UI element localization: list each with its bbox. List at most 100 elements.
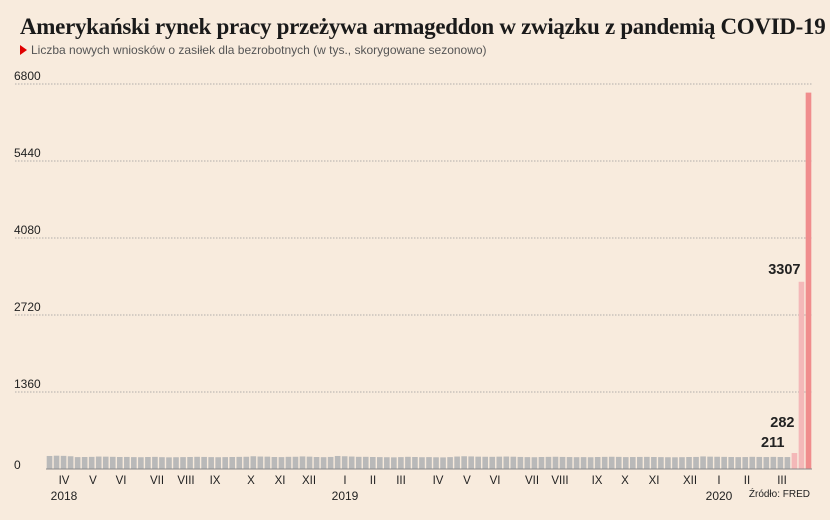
bar [798,281,805,469]
bar [369,457,376,469]
bar [46,455,53,469]
bar [573,457,580,469]
bar [742,457,749,469]
bar [187,457,193,469]
bar [594,457,601,469]
bar [770,456,777,469]
x-tick-label: I [717,475,720,487]
x-tick-label: XI [649,475,660,487]
bar [629,457,636,469]
x-tick-label: III [777,475,787,487]
bar [433,457,439,469]
bar [67,456,74,469]
bar [559,456,566,469]
y-tick-label: 0 [14,458,21,472]
bar [447,457,453,469]
bar [552,456,559,469]
bars [46,92,812,470]
bar [791,453,798,469]
x-tick-label: VI [490,475,501,487]
bar [784,457,791,469]
bar [658,457,664,469]
x-tick-label: III [396,475,406,487]
bar [686,457,692,469]
bar [88,456,95,469]
bar [180,457,186,469]
bar [412,457,418,469]
x-tick-label: VIII [177,475,194,487]
data-label: 282 [770,415,794,431]
bar [74,457,81,469]
bar [405,456,411,469]
bar [53,455,60,469]
bar [538,457,545,469]
bar [278,457,285,469]
bar [440,457,446,469]
subtitle-text: Liczba nowych wniosków o zasiłek dla bez… [31,43,487,57]
bar [208,457,214,469]
bar [355,456,362,469]
bar [264,456,271,469]
bar [236,456,243,469]
x-tick-label: IV [59,475,70,487]
bar [377,457,383,469]
x-tick-label: V [463,475,471,487]
bar [608,456,615,469]
bar [271,457,278,469]
bar [306,456,313,469]
bar [756,456,763,469]
bar [622,457,629,469]
x-tick-label: XI [275,475,286,487]
triangle-marker-icon [20,45,27,55]
bar [693,456,699,469]
bar [665,457,671,469]
source-note: Źródło: FRED [748,489,810,500]
bar [651,457,657,469]
bar [580,457,587,469]
x-tick-label: I [343,475,346,487]
bar [672,457,678,469]
bar [194,456,200,469]
bar [166,457,172,469]
y-tick-label: 6800 [14,69,41,83]
bar [292,456,299,469]
bar [391,457,397,469]
year-label: 2018 [51,489,78,503]
bar [531,457,538,469]
bar [81,457,88,469]
y-tick-label: 1360 [14,377,41,391]
y-tick-label: 4080 [14,223,41,237]
bar [362,456,369,469]
x-tick-label: VIII [551,475,568,487]
bar [714,456,720,469]
bar [334,455,341,469]
chart-title: Amerykański rynek pracy przeżywa armaged… [20,14,826,39]
bar [749,456,756,469]
bar [109,456,116,469]
bar [524,457,531,469]
x-tick-label: IX [210,475,221,487]
bar [131,457,137,469]
x-tick-label: VI [116,475,127,487]
bar [763,457,770,469]
x-tick-label: XII [683,475,697,487]
bar [637,456,643,469]
bar [496,456,503,469]
bar [341,456,348,469]
bar [229,457,236,469]
bar [257,456,264,469]
bar [482,456,489,469]
data-label: 211 [761,435,784,451]
x-axis-ticks: IV V VI VII VIII IX X XI XII I II III IV V VI VII VIII IX… [59,475,787,487]
bar [102,456,109,469]
bar [644,456,650,469]
bar [215,457,221,469]
bar [419,457,425,469]
bar [461,456,467,469]
x-tick-label: XII [302,475,316,487]
bar [95,456,102,469]
x-tick-label: II [370,475,376,487]
bar [615,456,622,469]
bar [348,456,355,469]
bar [700,456,706,469]
